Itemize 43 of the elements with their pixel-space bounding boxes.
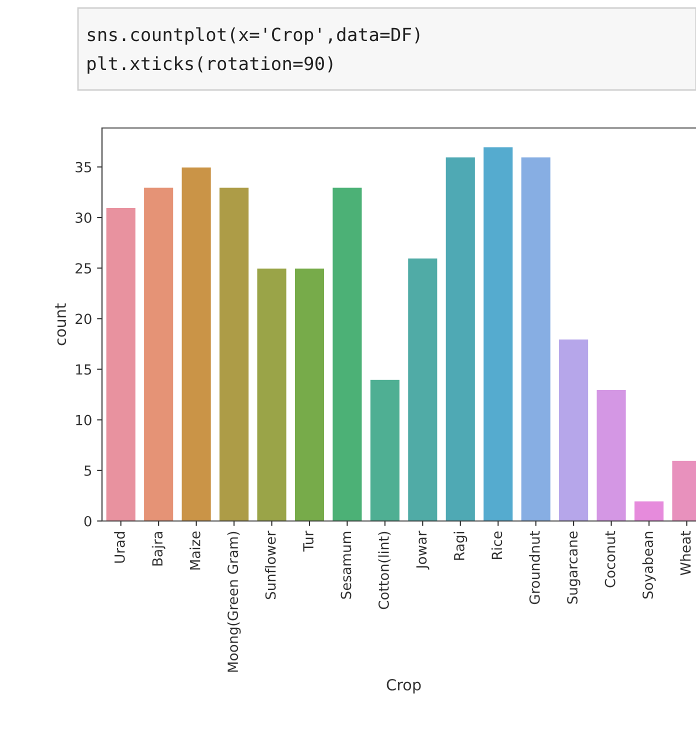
- x-tick-label: Moong(Green Gram): [227, 532, 241, 672]
- x-tick-label: Jowar: [416, 530, 430, 570]
- y-tick-label: 5: [84, 466, 92, 476]
- bar: [142, 186, 174, 521]
- y-tick-label: 0: [84, 516, 92, 526]
- text: sns.countplot(x='Crop',data=DF): [88, 27, 420, 45]
- y-tick-label: 30: [76, 212, 92, 223]
- x-tick-label: Groundnut: [529, 531, 540, 604]
- bar: [105, 206, 137, 521]
- text: plt.xticks(rotation=90): [88, 56, 332, 74]
- y-tick-label: 25: [76, 263, 92, 274]
- x-tick-label: Rice: [491, 531, 502, 560]
- bar: [369, 378, 401, 521]
- y-tick-label: 20: [76, 314, 92, 324]
- y-tick-label: 35: [76, 162, 92, 172]
- y-axis-title: count: [55, 303, 66, 346]
- x-tick-label: Sunflower: [265, 530, 276, 600]
- x-tick-label: Tur: [303, 530, 314, 552]
- x-axis-title: Crop: [386, 678, 421, 694]
- bar: [482, 146, 514, 521]
- bar: [332, 186, 363, 521]
- bar: [407, 257, 438, 521]
- bar: [520, 156, 552, 521]
- x-tick-label: Cotton(lint): [378, 532, 391, 610]
- x-tick-label: Bajra: [152, 532, 166, 566]
- x-tick-label: Maize: [190, 531, 200, 570]
- y-tick-label: 10: [76, 414, 92, 426]
- x-tick-label: Soyabean: [642, 532, 656, 599]
- x-tick-label: Sugarcane: [567, 531, 580, 604]
- bar: [444, 156, 476, 521]
- x-tick-label: Sesamum: [340, 532, 352, 599]
- bar: [294, 268, 326, 521]
- x-tick-label: Wheat: [680, 531, 691, 576]
- x-tick-label: Coconut: [604, 531, 616, 588]
- bar: [558, 338, 590, 521]
- bar: [256, 268, 288, 521]
- x-tick-label: Urad: [114, 532, 125, 563]
- bar: [596, 388, 627, 521]
- x-tick-label: Ragi: [454, 532, 468, 560]
- bar: [180, 166, 212, 521]
- y-tick-label: 15: [76, 364, 92, 375]
- bar: [218, 186, 250, 521]
- bar: [633, 500, 665, 521]
